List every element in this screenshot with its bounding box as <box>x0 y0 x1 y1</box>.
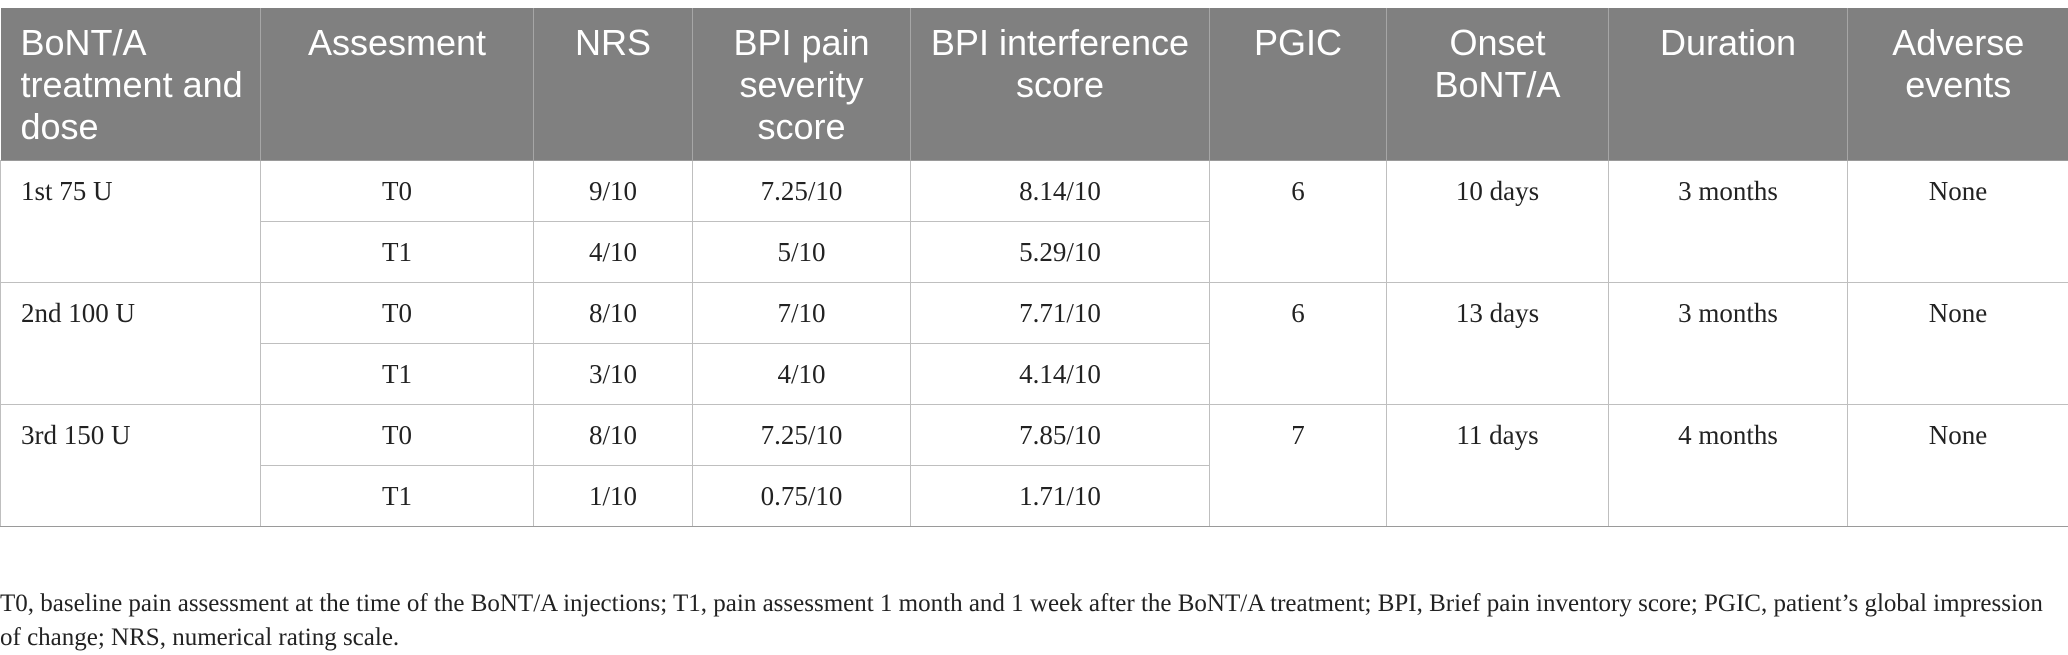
header-adverse-events: Adverse events <box>1848 8 2068 161</box>
cell-duration: 3 months <box>1609 283 1848 405</box>
cell-adverse-events: None <box>1848 283 2068 405</box>
table-header: BoNT/A treatment and dose Assesment NRS … <box>1 8 2068 161</box>
cell-nrs: 9/10 <box>534 161 693 222</box>
cell-pgic: 7 <box>1210 405 1387 527</box>
header-bpi-interference: BPI interference score <box>911 8 1210 161</box>
results-table-container: BoNT/A treatment and dose Assesment NRS … <box>0 8 2068 527</box>
cell-nrs: 4/10 <box>534 222 693 283</box>
cell-bpi-interference: 7.71/10 <box>911 283 1210 344</box>
header-duration: Duration <box>1609 8 1848 161</box>
header-row: BoNT/A treatment and dose Assesment NRS … <box>1 8 2068 161</box>
cell-bpi-interference: 1.71/10 <box>911 466 1210 527</box>
table-footnote: T0, baseline pain assessment at the time… <box>0 587 2060 655</box>
cell-assessment: T0 <box>261 283 534 344</box>
cell-bpi-interference: 5.29/10 <box>911 222 1210 283</box>
cell-onset: 10 days <box>1387 161 1609 283</box>
cell-bpi-severity: 0.75/10 <box>693 466 911 527</box>
results-table: BoNT/A treatment and dose Assesment NRS … <box>0 8 2068 527</box>
cell-onset: 11 days <box>1387 405 1609 527</box>
header-bpi-severity: BPI pain severity score <box>693 8 911 161</box>
table-row: 1st 75 U T0 9/10 7.25/10 8.14/10 6 10 da… <box>1 161 2068 222</box>
header-onset: Onset BoNT/A <box>1387 8 1609 161</box>
header-treatment-dose: BoNT/A treatment and dose <box>1 8 261 161</box>
cell-adverse-events: None <box>1848 405 2068 527</box>
cell-treatment: 2nd 100 U <box>1 283 261 405</box>
cell-assessment: T1 <box>261 222 534 283</box>
cell-bpi-interference: 8.14/10 <box>911 161 1210 222</box>
cell-pgic: 6 <box>1210 161 1387 283</box>
cell-treatment: 3rd 150 U <box>1 405 261 527</box>
cell-assessment: T1 <box>261 344 534 405</box>
cell-pgic: 6 <box>1210 283 1387 405</box>
cell-bpi-interference: 4.14/10 <box>911 344 1210 405</box>
table-row: 3rd 150 U T0 8/10 7.25/10 7.85/10 7 11 d… <box>1 405 2068 466</box>
cell-duration: 3 months <box>1609 161 1848 283</box>
cell-adverse-events: None <box>1848 161 2068 283</box>
cell-bpi-severity: 7.25/10 <box>693 161 911 222</box>
cell-bpi-severity: 5/10 <box>693 222 911 283</box>
cell-assessment: T1 <box>261 466 534 527</box>
cell-onset: 13 days <box>1387 283 1609 405</box>
cell-treatment: 1st 75 U <box>1 161 261 283</box>
cell-nrs: 8/10 <box>534 283 693 344</box>
cell-bpi-interference: 7.85/10 <box>911 405 1210 466</box>
header-nrs: NRS <box>534 8 693 161</box>
table-row: 2nd 100 U T0 8/10 7/10 7.71/10 6 13 days… <box>1 283 2068 344</box>
header-pgic: PGIC <box>1210 8 1387 161</box>
table-body: 1st 75 U T0 9/10 7.25/10 8.14/10 6 10 da… <box>1 161 2068 527</box>
cell-bpi-severity: 7.25/10 <box>693 405 911 466</box>
cell-nrs: 3/10 <box>534 344 693 405</box>
header-assessment: Assesment <box>261 8 534 161</box>
cell-assessment: T0 <box>261 161 534 222</box>
cell-assessment: T0 <box>261 405 534 466</box>
cell-bpi-severity: 7/10 <box>693 283 911 344</box>
cell-duration: 4 months <box>1609 405 1848 527</box>
cell-nrs: 8/10 <box>534 405 693 466</box>
cell-nrs: 1/10 <box>534 466 693 527</box>
cell-bpi-severity: 4/10 <box>693 344 911 405</box>
